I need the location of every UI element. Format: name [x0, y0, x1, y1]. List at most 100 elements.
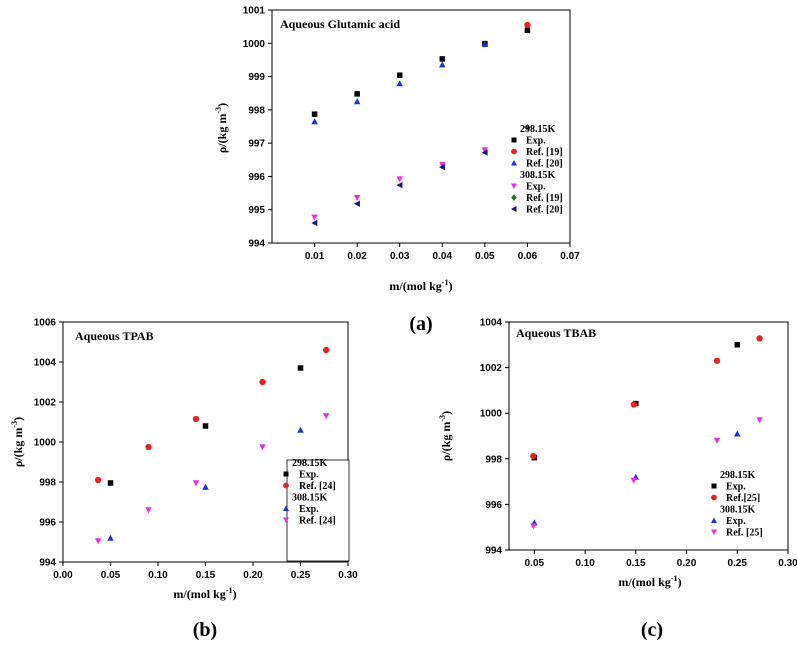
y-axis-label-a: ρ/(kg m-3): [214, 103, 229, 153]
y-tick-label-b: 998: [39, 478, 56, 489]
x-tick-label-b: 0.30: [338, 570, 358, 581]
series-c-0: [531, 342, 741, 461]
x-tick-label-a: 0.07: [560, 251, 580, 262]
x-axis-label-a-sup: -1: [442, 278, 449, 287]
series-a-2: [311, 41, 489, 125]
legend-marker-c: [711, 529, 717, 535]
panel-label-c: (c): [641, 619, 663, 641]
series-b-1: [95, 346, 330, 484]
y-tick-label-c: 1002: [480, 363, 503, 374]
legend-label-c: Ref. [25]: [726, 528, 763, 539]
x-tick-label-c: 0.25: [728, 558, 748, 569]
y-axis-label-a-close: ): [215, 103, 229, 107]
y-tick-label-a: 996: [248, 172, 265, 183]
legend-label-a: Ref. [20]: [526, 159, 563, 170]
data-point-a-2: [311, 118, 318, 125]
legend-label-c: Exp.: [726, 516, 746, 527]
legend-group-b: 308.15K: [292, 493, 328, 504]
x-tick-label-b: 0.10: [148, 570, 168, 581]
data-point-a-2: [439, 61, 446, 68]
data-point-b-0: [107, 480, 114, 486]
data-point-a-0: [354, 91, 360, 97]
y-tick-label-b: 996: [39, 518, 56, 529]
x-axis-label-a: m/(mol kg-1): [389, 278, 452, 293]
plot-frame-c: [508, 321, 789, 551]
legend-label-a: Ref. [20]: [526, 205, 563, 216]
legend-label-a: Exp.: [526, 136, 546, 147]
legend-label-b: Ref. [24]: [299, 481, 336, 492]
y-tick-label-b: 1002: [34, 398, 57, 409]
data-point-a-3: [353, 194, 361, 201]
data-point-a-3: [481, 147, 489, 154]
legend-label-c: Exp.: [726, 482, 746, 493]
y-tick-label-a: 1001: [243, 6, 266, 17]
legend-group-c: 308.15K: [720, 505, 756, 516]
y-tick-label-b: 994: [39, 558, 56, 569]
data-point-b-1: [323, 346, 330, 354]
x-tick-label-b: 0.05: [101, 570, 121, 581]
x-axis-label-c: m/(mol kg-1): [618, 574, 681, 589]
data-point-b-3: [145, 507, 152, 514]
data-point-a-4: [524, 123, 531, 132]
x-tick-label-b: 0.15: [196, 570, 216, 581]
legend-label-b: Exp.: [299, 504, 319, 515]
legend-marker-c: [711, 494, 717, 501]
data-point-a-3: [439, 162, 446, 169]
x-axis-label-b-sup: -1: [226, 586, 233, 595]
data-point-a-3: [311, 214, 318, 221]
legend-label-a: Ref. [19]: [526, 193, 563, 204]
chart-a: 0.01 0.02 0.03 0.04 0.05 0.06 0.07 994 995 996 997…: [214, 6, 580, 336]
y-tick-label-c: 998: [485, 454, 502, 465]
data-point-b-2: [297, 426, 304, 433]
y-axis-label-b-sup: -3: [10, 421, 19, 428]
data-point-b-2: [202, 483, 209, 490]
series-a-4: [524, 123, 531, 132]
legend-marker-b: [283, 482, 289, 489]
x-tick-label-c: 0.05: [525, 558, 545, 569]
y-axis-label-c-sup: -3: [438, 415, 447, 422]
legend-marker-a: [511, 206, 517, 212]
data-point-c-1: [713, 357, 721, 364]
x-tick-label-b: 0.25: [291, 570, 311, 581]
series-a-1: [524, 21, 531, 29]
x-axis-label-c-base: m/(mol kg: [618, 575, 670, 589]
x-axis-label-c-close: ): [678, 575, 682, 589]
data-point-c-1: [530, 452, 537, 460]
legend-group-a: 308.15K: [520, 170, 556, 181]
legend-box-b: [286, 459, 350, 562]
data-point-a-0: [396, 72, 403, 78]
y-axis-label-c-close: ): [439, 411, 453, 415]
data-point-b-3: [192, 480, 200, 487]
legend-marker-a: [511, 148, 517, 155]
chart-title-c: Aqueous TBAB: [516, 326, 596, 340]
series-b-0: [107, 365, 304, 486]
data-point-b-1: [145, 443, 152, 451]
plot-frame-a: [271, 9, 571, 244]
series-a-3: [311, 147, 489, 221]
y-axis-label-b-close: ): [11, 417, 25, 421]
data-point-b-3: [259, 444, 266, 451]
data-point-b-3: [94, 538, 102, 545]
x-tick-label-b: 0.00: [53, 570, 73, 581]
x-tick-label-c: 0.30: [778, 558, 797, 569]
y-axis-label-b: ρ/(kg m-3): [10, 417, 25, 467]
legend-marker-a: [511, 137, 517, 143]
legend-marker-b: [283, 471, 289, 477]
series-c-1: [530, 335, 763, 460]
data-point-a-5: [481, 149, 488, 156]
y-tick-label-b: 1004: [34, 358, 57, 369]
panel-label-a: (a): [409, 313, 432, 335]
chart-title-b: Aqueous TPAB: [75, 329, 154, 343]
data-point-c-2: [734, 430, 741, 437]
series-a-0: [311, 27, 531, 117]
legend-group-a: 298.15K: [520, 124, 556, 135]
legend-label-a: Ref. [19]: [526, 147, 563, 158]
data-point-c-1: [756, 335, 763, 342]
data-point-a-5: [439, 163, 446, 171]
legend-marker-c: [711, 483, 717, 489]
chart-c: 0.05 0.10 0.15 0.20 0.25 0.30 994 996 998 1000 100…: [438, 318, 797, 642]
x-axis-label-a-close: ): [449, 279, 453, 293]
y-axis-label-a-sup: -3: [214, 107, 223, 114]
